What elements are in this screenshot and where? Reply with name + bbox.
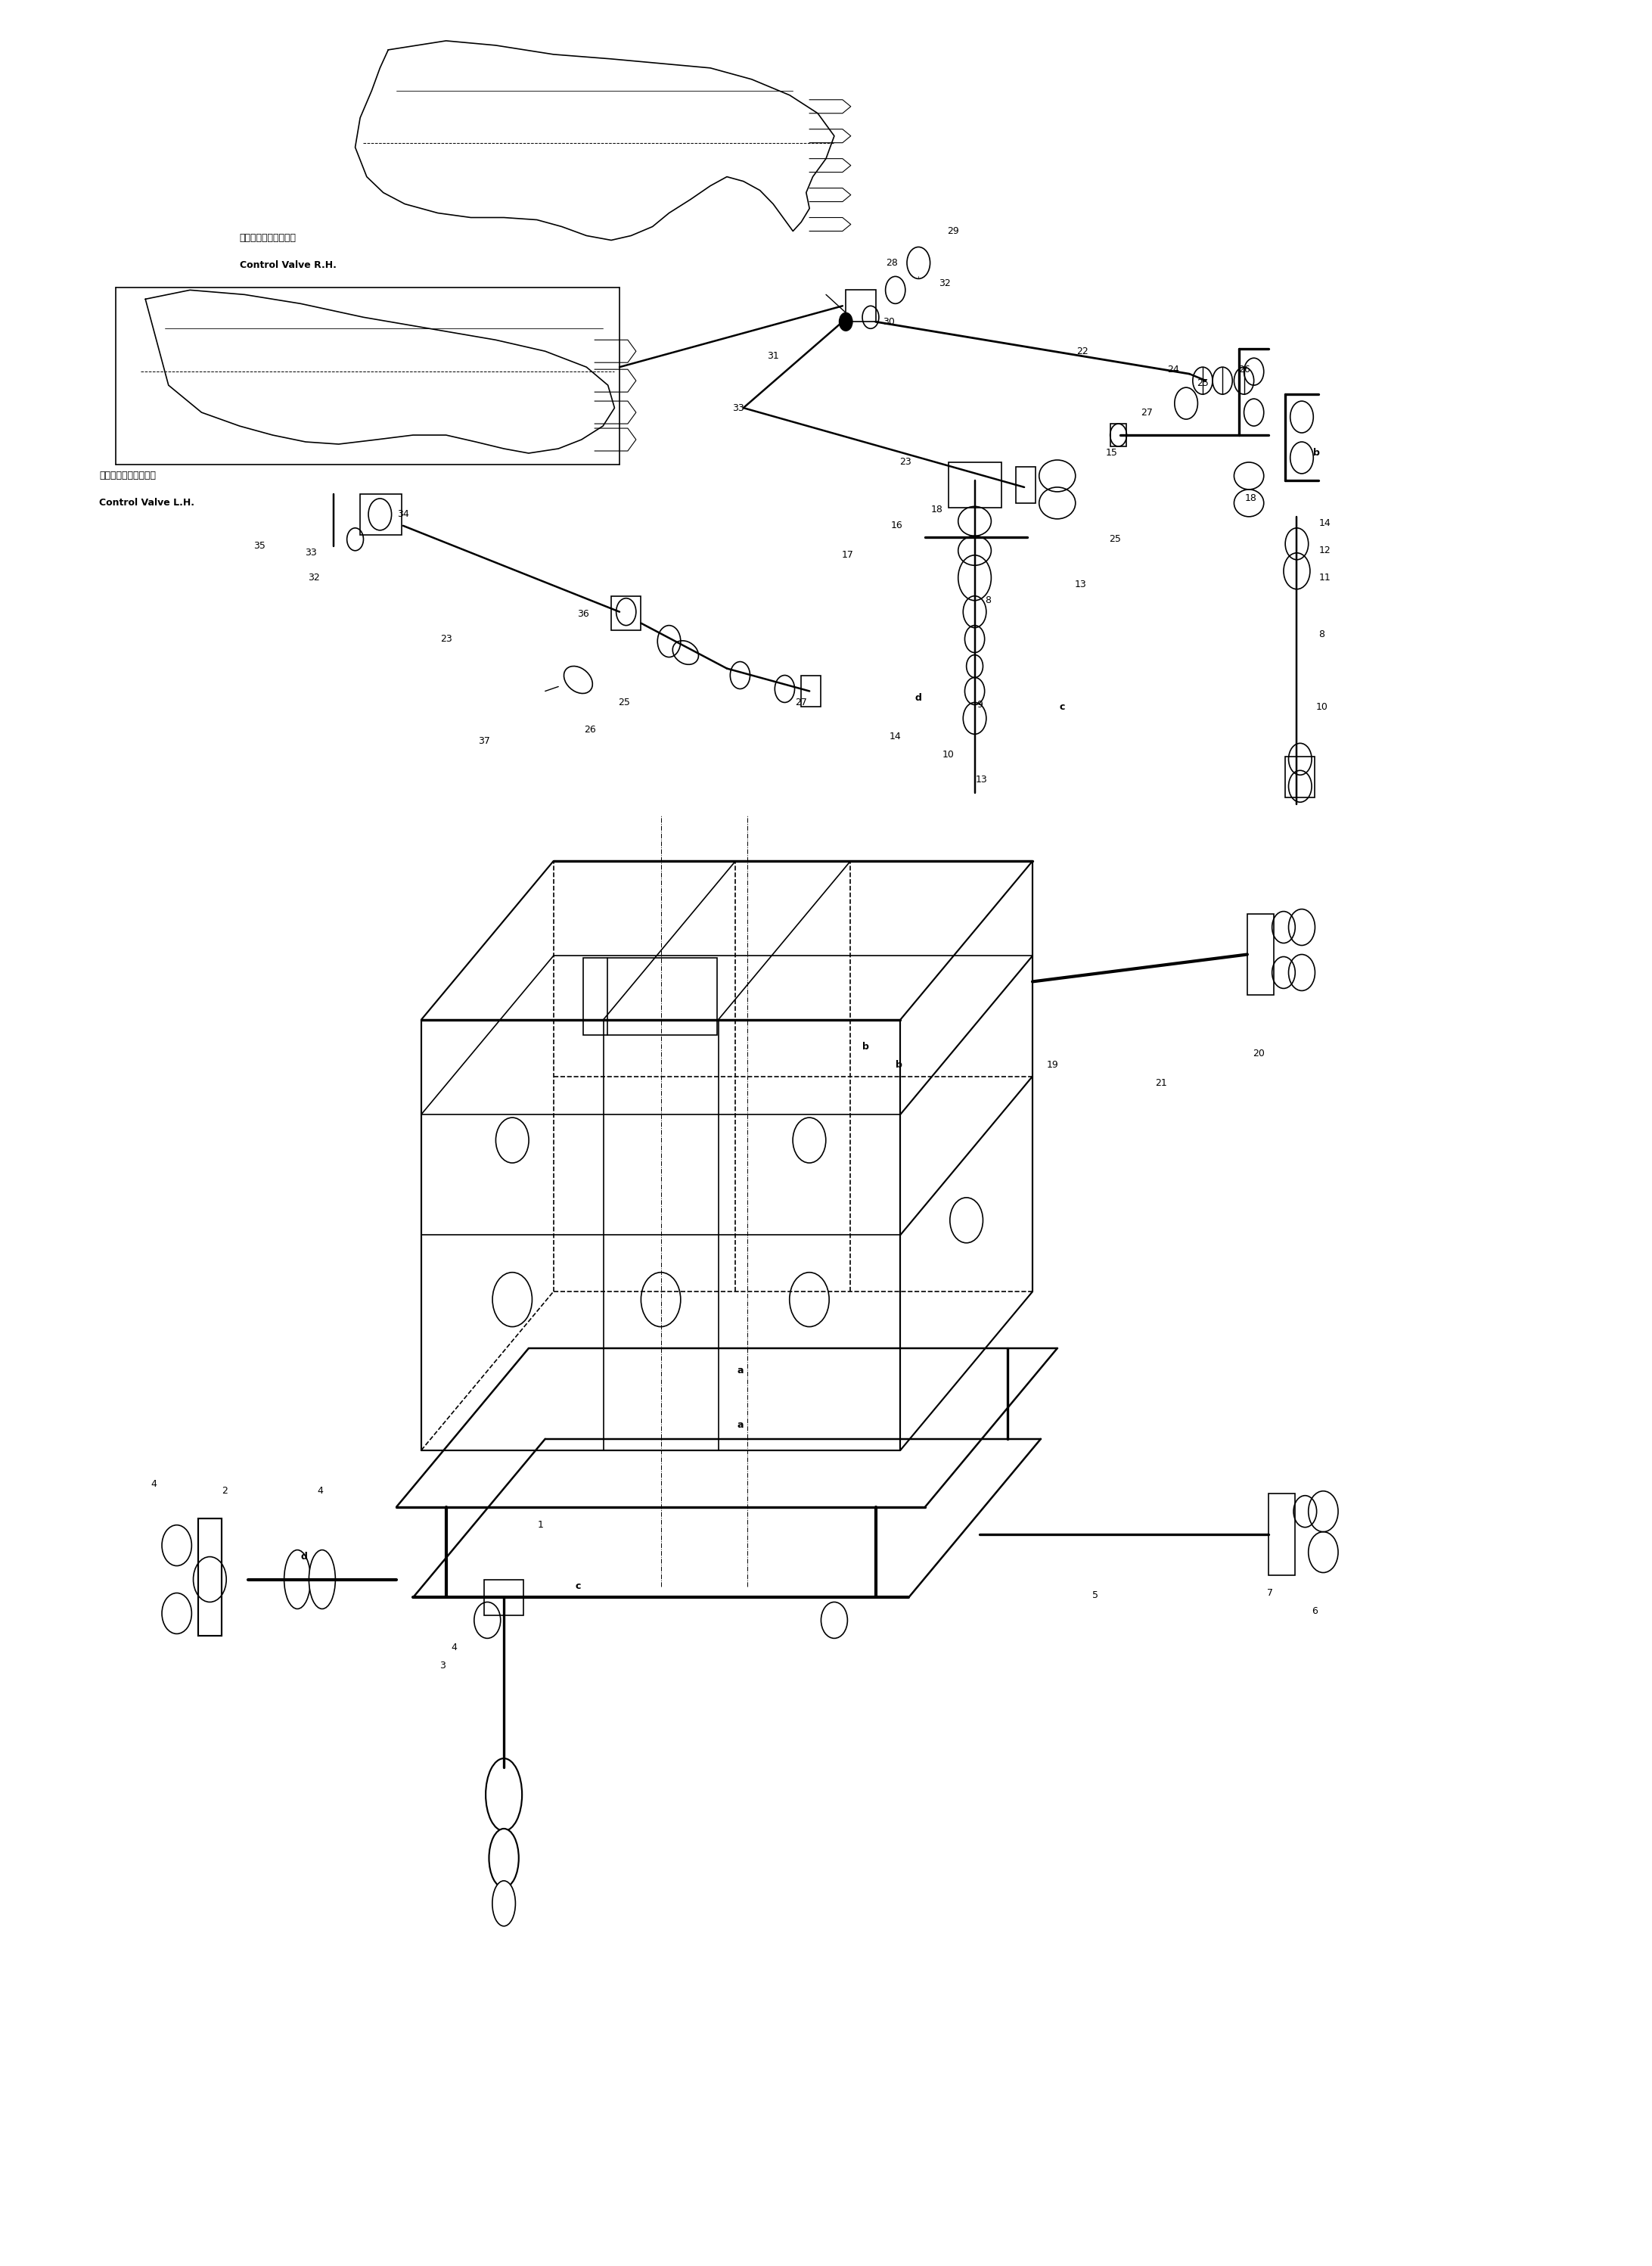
- Text: 3: 3: [439, 1661, 446, 1670]
- Text: 34: 34: [396, 510, 410, 519]
- Text: 30: 30: [882, 317, 895, 326]
- Text: Control Valve R.H.: Control Valve R.H.: [240, 261, 337, 270]
- Ellipse shape: [492, 1881, 515, 1926]
- Text: 32: 32: [307, 573, 320, 582]
- Text: 37: 37: [477, 736, 491, 746]
- Text: a: a: [737, 1366, 743, 1375]
- Text: 26: 26: [1237, 365, 1251, 374]
- Text: 23: 23: [899, 458, 912, 467]
- Text: 26: 26: [583, 725, 596, 734]
- Text: 33: 33: [732, 403, 745, 412]
- Text: 24: 24: [1166, 365, 1180, 374]
- Text: 15: 15: [1105, 449, 1118, 458]
- Text: Control Valve L.H.: Control Valve L.H.: [99, 499, 195, 508]
- Text: 32: 32: [938, 279, 952, 288]
- Bar: [360, 494, 401, 535]
- Text: b: b: [1313, 449, 1320, 458]
- Bar: [1247, 913, 1274, 995]
- Text: 23: 23: [439, 634, 453, 644]
- Bar: [484, 1579, 524, 1616]
- Text: 27: 27: [1140, 408, 1153, 417]
- Text: 22: 22: [1075, 347, 1089, 356]
- Bar: [583, 959, 717, 1036]
- Text: 25: 25: [1196, 378, 1209, 387]
- Text: 25: 25: [1108, 535, 1122, 544]
- Text: 13: 13: [975, 775, 988, 784]
- Text: 10: 10: [1315, 702, 1328, 712]
- Text: c: c: [575, 1582, 582, 1591]
- Bar: [198, 1518, 221, 1636]
- Text: 4: 4: [451, 1643, 458, 1652]
- Text: 1: 1: [537, 1520, 544, 1530]
- Text: 20: 20: [1252, 1049, 1265, 1058]
- Bar: [948, 462, 1001, 508]
- Bar: [1269, 1493, 1295, 1575]
- Text: 5: 5: [1092, 1591, 1099, 1600]
- Text: コントロールバルブ右: コントロールバルブ右: [240, 233, 296, 242]
- Text: c: c: [1059, 702, 1066, 712]
- Bar: [846, 290, 876, 322]
- Text: 10: 10: [942, 750, 955, 759]
- Ellipse shape: [284, 1550, 311, 1609]
- Text: 9: 9: [976, 700, 983, 709]
- Text: 27: 27: [795, 698, 808, 707]
- Text: 14: 14: [1318, 519, 1332, 528]
- Text: d: d: [915, 693, 922, 702]
- Text: 28: 28: [885, 258, 899, 267]
- Bar: [1110, 424, 1127, 446]
- Bar: [1285, 757, 1315, 798]
- Text: 12: 12: [1318, 546, 1332, 555]
- Text: 13: 13: [1074, 580, 1087, 589]
- Text: 4: 4: [150, 1480, 157, 1489]
- Text: 29: 29: [947, 227, 960, 236]
- Text: 31: 31: [767, 351, 780, 360]
- Text: 4: 4: [317, 1486, 324, 1496]
- Bar: [801, 675, 821, 707]
- Text: 8: 8: [1318, 630, 1325, 639]
- Text: b: b: [895, 1060, 902, 1070]
- Bar: [611, 596, 641, 630]
- Text: 8: 8: [985, 596, 991, 605]
- Ellipse shape: [486, 1758, 522, 1831]
- Text: b: b: [862, 1042, 869, 1051]
- Bar: [1016, 467, 1036, 503]
- Circle shape: [839, 313, 852, 331]
- Text: 18: 18: [930, 505, 943, 514]
- Ellipse shape: [309, 1550, 335, 1609]
- Text: d: d: [301, 1552, 307, 1561]
- Text: 2: 2: [221, 1486, 228, 1496]
- Text: コントロールバルブ左: コントロールバルブ左: [99, 471, 155, 480]
- Text: a: a: [737, 1421, 743, 1430]
- Text: 17: 17: [841, 551, 854, 560]
- Text: 16: 16: [890, 521, 904, 530]
- Text: 19: 19: [1046, 1060, 1059, 1070]
- Ellipse shape: [489, 1829, 519, 1888]
- Text: 21: 21: [1155, 1079, 1168, 1088]
- Text: 11: 11: [1318, 573, 1332, 582]
- Text: 18: 18: [1244, 494, 1257, 503]
- Text: 35: 35: [253, 542, 266, 551]
- Text: 14: 14: [889, 732, 902, 741]
- Text: 36: 36: [577, 610, 590, 619]
- Text: 6: 6: [1312, 1607, 1318, 1616]
- Text: 33: 33: [304, 548, 317, 557]
- Text: 7: 7: [1267, 1588, 1274, 1598]
- Text: 25: 25: [618, 698, 631, 707]
